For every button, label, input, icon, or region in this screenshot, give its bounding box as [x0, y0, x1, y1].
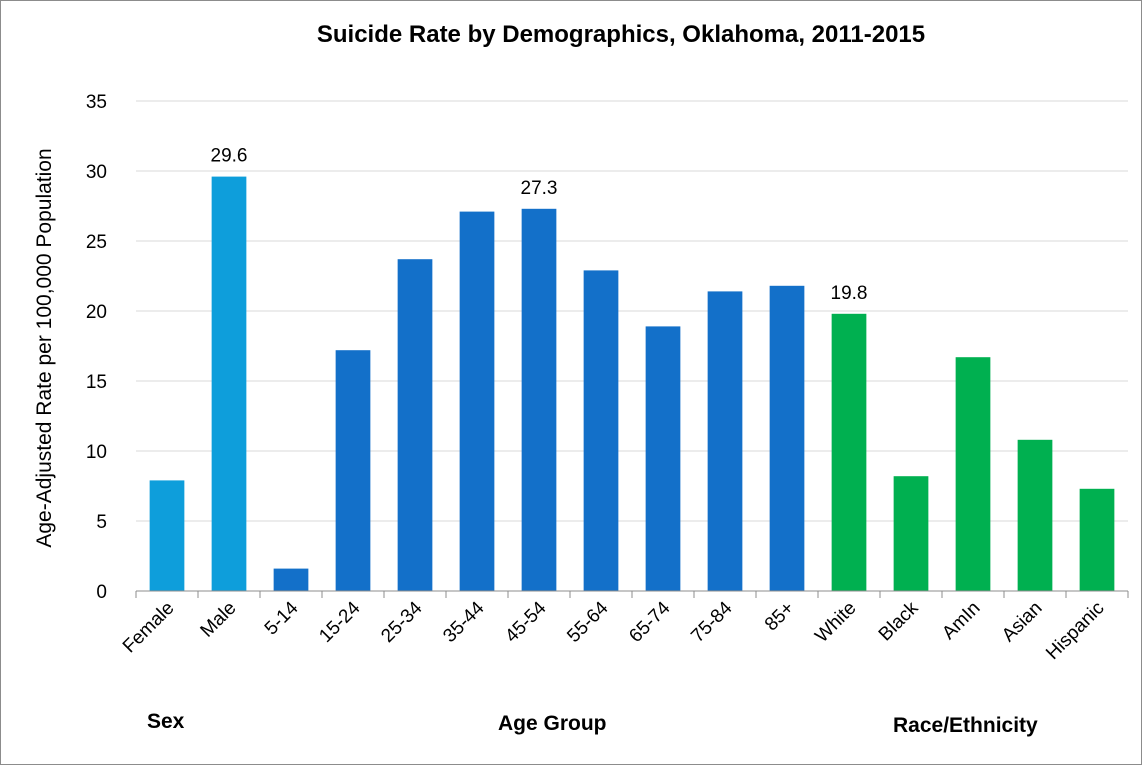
bar-55-64 — [583, 270, 619, 591]
chart-title: Suicide Rate by Demographics, Oklahoma, … — [317, 21, 925, 48]
gridlines — [136, 100, 1128, 522]
bar-male — [211, 176, 247, 591]
category-label: Asian — [998, 598, 1046, 646]
y-tick-label: 25 — [86, 232, 107, 253]
category-label: White — [811, 598, 860, 647]
data-label: 29.6 — [211, 146, 248, 167]
bar-85- — [769, 285, 805, 591]
bar-15-24 — [335, 350, 371, 591]
group-label-age-group: Age Group — [498, 712, 607, 735]
bars — [149, 176, 1115, 592]
category-label: 45-54 — [501, 597, 551, 647]
category-label: 35-44 — [439, 597, 489, 647]
category-label: 25-34 — [377, 597, 427, 647]
y-tick-label: 35 — [86, 92, 107, 113]
category-label: 85+ — [761, 598, 799, 636]
bar-45-54 — [521, 208, 557, 592]
y-tick-label: 0 — [96, 582, 107, 603]
data-label: 19.8 — [831, 283, 868, 304]
category-label: Male — [197, 598, 241, 642]
bar-75-84 — [707, 291, 743, 591]
bar-white — [831, 313, 867, 591]
y-axis-ticks: 0 5 10 15 20 25 30 35 — [86, 92, 107, 603]
y-tick-label: 15 — [86, 372, 107, 393]
x-axis — [135, 590, 1129, 598]
bar-asian — [1017, 439, 1053, 591]
bar-female — [149, 480, 185, 591]
category-labels: Female Male 5-14 15-24 25-34 35-44 45-54 55-64 6… — [119, 597, 1109, 664]
group-label-sex: Sex — [147, 710, 185, 733]
bar-hispanic — [1079, 488, 1115, 591]
bar-35-44 — [459, 211, 495, 591]
category-label: 65-74 — [625, 597, 675, 647]
y-tick-label: 5 — [96, 512, 107, 533]
y-axis-label: Age-Adjusted Rate per 100,000 Population — [33, 148, 56, 547]
y-tick-label: 30 — [86, 162, 107, 183]
category-label: 75-84 — [687, 597, 737, 647]
data-label: 27.3 — [521, 178, 558, 199]
bar-65-74 — [645, 326, 681, 591]
category-label: Female — [119, 598, 179, 658]
bar-25-34 — [397, 259, 433, 591]
y-tick-label: 20 — [86, 302, 107, 323]
category-label: 15-24 — [315, 597, 365, 647]
bar-black — [893, 476, 929, 591]
bar-5-14 — [273, 568, 309, 591]
category-label: AmIn — [938, 598, 984, 644]
data-labels: 29.6 27.3 19.8 — [211, 146, 868, 304]
y-tick-label: 10 — [86, 442, 107, 463]
category-label: 5-14 — [261, 597, 303, 639]
bar-amin — [955, 357, 991, 591]
category-label: Black — [875, 597, 923, 645]
group-label-race-ethnicity: Race/Ethnicity — [893, 714, 1038, 737]
category-label: 55-64 — [563, 597, 613, 647]
category-label: Hispanic — [1042, 598, 1108, 664]
